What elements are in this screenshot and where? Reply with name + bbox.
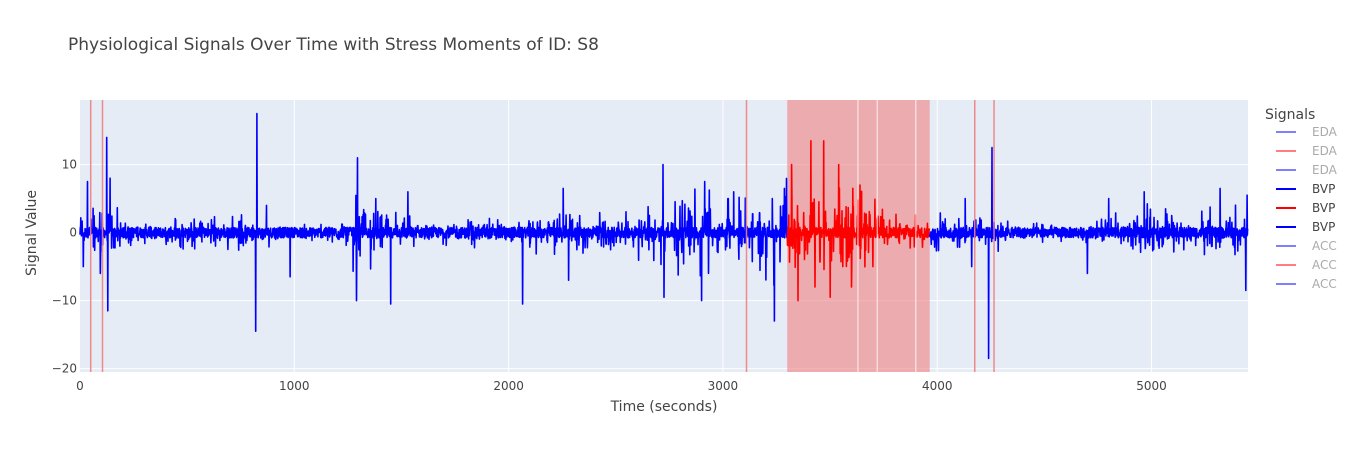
legend-label: EDA	[1312, 163, 1338, 177]
legend-item-acc[interactable]: ACC	[1276, 239, 1337, 253]
legend-label: BVP	[1312, 220, 1335, 234]
x-tick-label: 1000	[279, 379, 310, 393]
legend-label: BVP	[1312, 182, 1335, 196]
legend-title: Signals	[1265, 107, 1315, 123]
legend-label: EDA	[1312, 144, 1338, 158]
x-tick-label: 3000	[708, 379, 739, 393]
legend-item-eda[interactable]: EDA	[1276, 144, 1338, 158]
y-tick-label: 0	[69, 226, 77, 240]
y-axis-title: Signal Value	[24, 190, 40, 276]
legend-label: BVP	[1312, 201, 1335, 215]
y-tick-label: −10	[52, 294, 77, 308]
legend-label: ACC	[1312, 258, 1337, 272]
legend[interactable]: Signals EDA EDA EDA BVP BVP BVP ACC ACC ACC	[1265, 107, 1338, 291]
legend-label: ACC	[1312, 277, 1337, 291]
x-tick-label: 0	[76, 379, 84, 393]
chart-title: Physiological Signals Over Time with Str…	[68, 35, 599, 55]
series-line-bvp-3	[928, 146, 1249, 360]
x-axis-title: Time (seconds)	[610, 399, 718, 415]
legend-item-bvp[interactable]: BVP	[1276, 182, 1335, 196]
x-axis-ticks: 0 1000 2000 3000 4000 5000	[76, 379, 1167, 393]
x-tick-label: 4000	[922, 379, 953, 393]
y-axis-ticks: −20 −10 0 10	[52, 158, 77, 376]
stress-lines	[89, 100, 995, 372]
legend-label: ACC	[1312, 239, 1337, 253]
x-tick-label: 5000	[1136, 379, 1167, 393]
legend-item-eda[interactable]: EDA	[1276, 125, 1338, 139]
legend-item-acc[interactable]: ACC	[1276, 277, 1337, 291]
legend-item-acc[interactable]: ACC	[1276, 258, 1337, 272]
legend-item-eda[interactable]: EDA	[1276, 163, 1338, 177]
series-line-bvp-1	[79, 112, 788, 333]
legend-item-bvp[interactable]: BVP	[1276, 220, 1335, 234]
legend-label: EDA	[1312, 125, 1338, 139]
y-tick-label: 10	[62, 158, 77, 172]
legend-item-bvp[interactable]: BVP	[1276, 201, 1335, 215]
y-tick-label: −20	[52, 362, 77, 376]
x-tick-label: 2000	[493, 379, 524, 393]
